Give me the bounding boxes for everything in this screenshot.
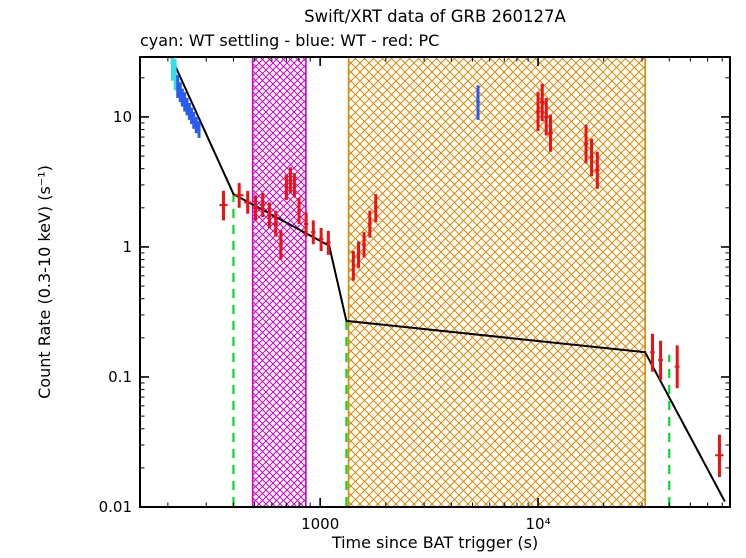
y-tick-label: 0.1 — [108, 368, 132, 386]
plot-area: 1000 10⁴ 0.01 0.1 1 10 — [99, 56, 731, 533]
x-tick-label: 1000 — [301, 515, 339, 533]
tick-labels: 1000 10⁴ 0.01 0.1 1 10 — [99, 108, 551, 533]
axis-ticks — [140, 57, 730, 508]
magenta-band-fill — [252, 57, 306, 507]
pc-series — [219, 83, 724, 478]
plot-frame — [139, 56, 731, 508]
x-tick-label: 10⁴ — [526, 515, 551, 533]
wt-series — [176, 75, 480, 138]
y-axis-label: Count Rate (0.3-10 keV) (s⁻¹) — [35, 165, 54, 399]
orange-band-fill — [348, 57, 646, 507]
y-tick-label: 0.01 — [99, 498, 132, 516]
x-axis-label: Time since BAT trigger (s) — [331, 533, 538, 552]
y-tick-label: 1 — [122, 238, 132, 256]
y-tick-label: 10 — [113, 108, 132, 126]
fit-line — [170, 57, 726, 503]
chart-title: Swift/XRT data of GRB 260127A — [304, 7, 566, 26]
magenta-band — [251, 57, 307, 507]
chart-subtitle: cyan: WT settling - blue: WT - red: PC — [140, 31, 439, 50]
orange-band — [347, 57, 646, 507]
